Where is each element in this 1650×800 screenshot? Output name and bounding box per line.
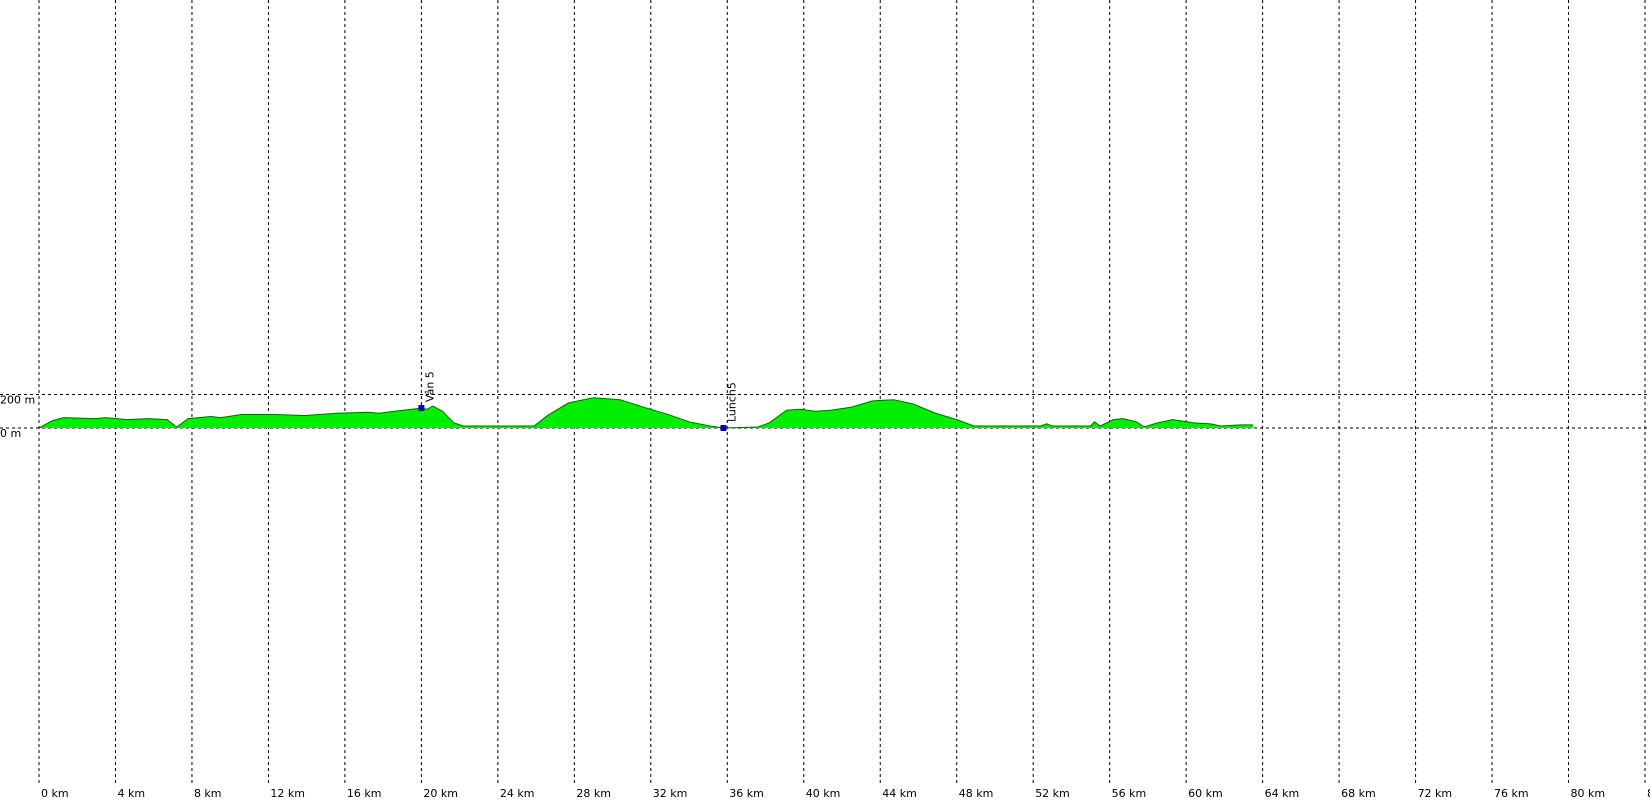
y-tick-label: 0 m [0, 427, 21, 440]
x-tick-label: 12 km [270, 787, 305, 800]
waypoint-label: Vân 5 [423, 371, 436, 402]
x-tick-label: 40 km [806, 787, 841, 800]
x-tick-label: 20 km [423, 787, 458, 800]
x-tick-label: 16 km [347, 787, 382, 800]
x-tick-label: 84 km [1647, 787, 1650, 800]
x-tick-label: 76 km [1494, 787, 1529, 800]
x-tick-label: 60 km [1188, 787, 1223, 800]
waypoint-marker [418, 405, 425, 412]
x-tick-label: 68 km [1341, 787, 1376, 800]
x-tick-label: 48 km [959, 787, 994, 800]
x-tick-label: 24 km [500, 787, 535, 800]
x-tick-label: 0 km [41, 787, 69, 800]
x-tick-label: 32 km [653, 787, 688, 800]
elevation-area [39, 397, 1254, 429]
y-tick-label: 200 m [0, 394, 35, 407]
elevation-line [38, 397, 1254, 429]
x-tick-label: 44 km [882, 787, 917, 800]
x-tick-label: 8 km [194, 787, 222, 800]
x-tick-label: 56 km [1112, 787, 1147, 800]
waypoint-label: Lunch5 [725, 382, 738, 422]
x-tick-label: 4 km [117, 787, 145, 800]
x-tick-label: 64 km [1265, 787, 1300, 800]
x-tick-label: 80 km [1571, 787, 1606, 800]
x-tick-label: 72 km [1418, 787, 1453, 800]
x-tick-label: 52 km [1035, 787, 1070, 800]
x-tick-label: 36 km [729, 787, 764, 800]
waypoint-marker [720, 425, 727, 432]
x-tick-label: 28 km [576, 787, 611, 800]
